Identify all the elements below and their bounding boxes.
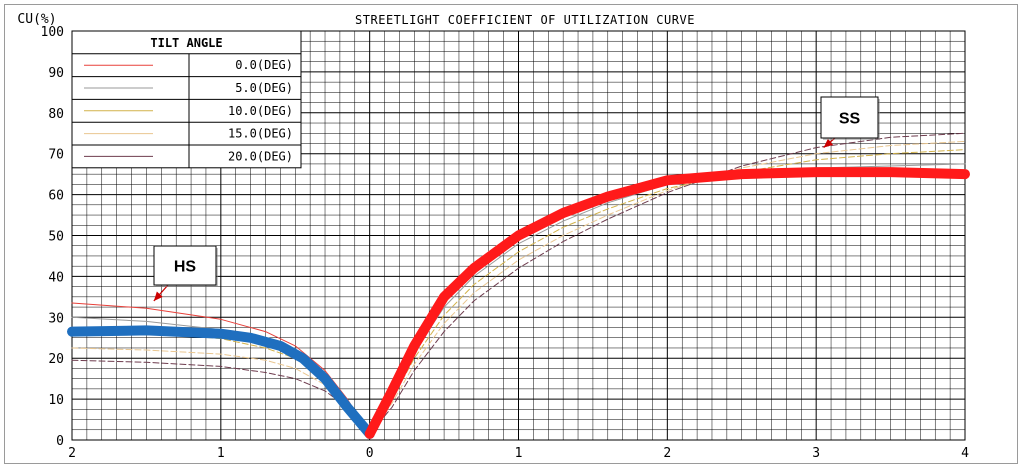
callout-hs-box [153,245,217,286]
y-tick-label: 100 [41,25,64,40]
legend-title: TILT ANGLE [150,36,222,50]
y-tick-label: 50 [48,230,64,245]
x-tick-label: 2 [68,446,76,461]
y-tick-label: 20 [48,352,64,367]
callout-ss-arrowhead [823,138,834,148]
y-tick-label: 70 [48,148,64,163]
x-tick-label: 2 [663,446,671,461]
legend-entry-label: 15.0(DEG) [228,127,293,141]
x-tick-label: 4 [961,446,969,461]
chart-title: STREETLIGHT COEFFICIENT OF UTILIZATION C… [355,13,695,27]
callout-ss-box [820,96,879,139]
callout-hs-arrowhead [153,291,163,301]
legend-entry-label: 10.0(DEG) [228,104,293,118]
y-tick-label: 80 [48,107,64,122]
y-tick-label: 90 [48,66,64,81]
callout-hs-label: HS [174,259,197,276]
series-lines [67,132,970,439]
x-tick-label: 0 [366,446,374,461]
legend-entry-label: 20.0(DEG) [228,149,293,163]
x-tick-label: 1 [515,446,523,461]
series-line-ss [364,167,970,439]
x-tick-label: 1 [217,446,225,461]
y-tick-label: 40 [48,270,64,285]
y-tick-label: 0 [56,434,64,449]
y-tick-label: 30 [48,311,64,326]
callout-ss-label: SS [839,111,861,128]
chart-frame: 0 10 20 30 40 50 60 70 80 90 100 2 1 0 1 2 3 4 TILT ANGLE… [4,4,1018,464]
y-tick-label: 60 [48,189,64,204]
legend: TILT ANGLE 0.0(DEG) 5.0(DEG) 10.0(DEG) 15.0(… [71,30,302,169]
legend-entry-label: 0.0(DEG) [235,58,293,72]
y-axis-label: CU(%) [17,12,56,27]
series-line-hs [67,325,375,439]
callouts: HS SS [153,96,880,302]
x-tick-label: 3 [812,446,820,461]
legend-entry-label: 5.0(DEG) [235,81,293,95]
y-tick-label: 10 [48,393,64,408]
